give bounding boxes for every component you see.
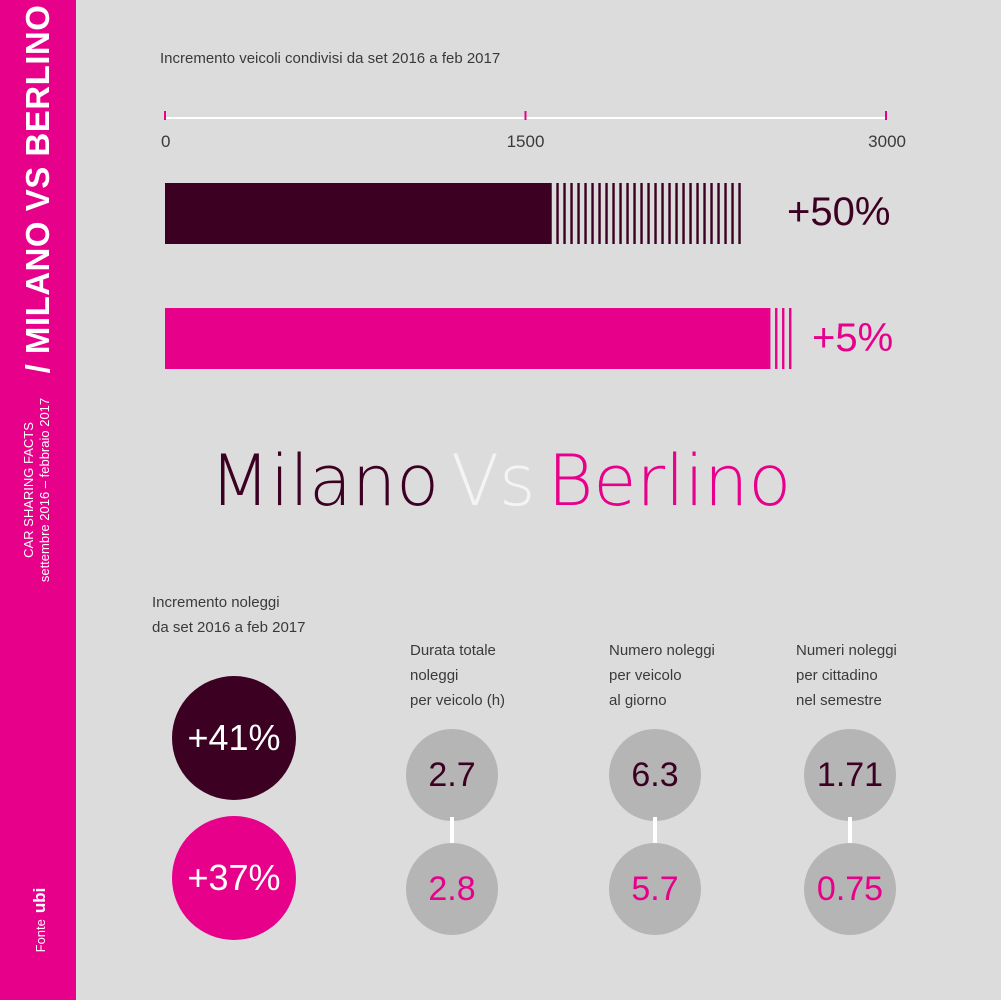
headline-vs: Vs <box>451 440 536 522</box>
berlino-rentals-per-vehicle-value: 5.7 <box>609 843 701 935</box>
headline-milano: Milano <box>209 440 440 522</box>
bar-milano-increment <box>549 183 741 244</box>
metric-label-line: Numero noleggi <box>609 642 715 659</box>
bar-berlino-base <box>165 308 769 369</box>
x-tick-label: 3000 <box>868 132 906 151</box>
berlino-rentals-circle: +37% <box>172 816 296 940</box>
bar-milano-base <box>165 183 550 244</box>
milano-duration-value: 2.7 <box>406 729 498 821</box>
x-axis-ticks: 0 1500 3000 <box>161 111 906 151</box>
rentals-label: Incremento noleggi da set 2016 a feb 201… <box>152 590 305 640</box>
milano-rentals-per-citizen-value: 1.71 <box>804 729 896 821</box>
vehicles-bar-chart: 0 1500 3000 <box>161 111 906 369</box>
milano-rentals-per-vehicle-value: 6.3 <box>609 729 701 821</box>
connector-line <box>450 817 454 847</box>
rentals-label-line1: Incremento noleggi <box>152 594 280 611</box>
metric-label-line: per cittadino <box>796 667 878 684</box>
sidebar: / MILANO VS BERLINO CAR SHARING FACTS se… <box>0 0 76 1000</box>
metric-label-line: Durata totale <box>410 642 496 659</box>
connector-line <box>653 817 657 847</box>
metric-label-line: nel semestre <box>796 692 882 709</box>
berlino-duration-value: 2.8 <box>406 843 498 935</box>
chart-title: Incremento veicoli condivisi da set 2016… <box>160 50 501 67</box>
berlino-rentals-per-citizen-value: 0.75 <box>804 843 896 935</box>
metric-label-duration: Durata totale noleggi per veicolo (h) <box>410 638 505 713</box>
bars <box>165 183 792 369</box>
x-tick-label: 0 <box>161 132 170 151</box>
metric-label-line: Numeri noleggi <box>796 642 897 659</box>
source-credit: Fonte ubi <box>30 888 50 953</box>
source-label: Fonte <box>33 919 48 953</box>
milano-rentals-circle: +41% <box>172 676 296 800</box>
headline-berlino: Berlino <box>547 440 792 522</box>
rentals-label-line2: da set 2016 a feb 2017 <box>152 619 306 636</box>
metric-label-rentals-per-citizen: Numeri noleggi per cittadino nel semestr… <box>796 638 897 713</box>
metric-label-line: per veicolo (h) <box>410 692 506 709</box>
bar-berlino-increment <box>768 308 792 369</box>
metric-label-line: al giorno <box>609 692 667 709</box>
metric-label-rentals-per-vehicle: Numero noleggi per veicolo al giorno <box>609 638 715 713</box>
metric-label-line: noleggi <box>410 667 459 684</box>
headline: Milano Vs Berlino <box>0 440 1001 522</box>
metric-label-line: per veicolo <box>609 667 682 684</box>
ubi-logo: ubi <box>30 887 49 914</box>
milano-vehicle-increment: +50% <box>787 190 891 234</box>
x-tick-label: 1500 <box>507 132 545 151</box>
connector-line <box>848 817 852 847</box>
berlino-vehicle-increment: +5% <box>812 316 894 360</box>
